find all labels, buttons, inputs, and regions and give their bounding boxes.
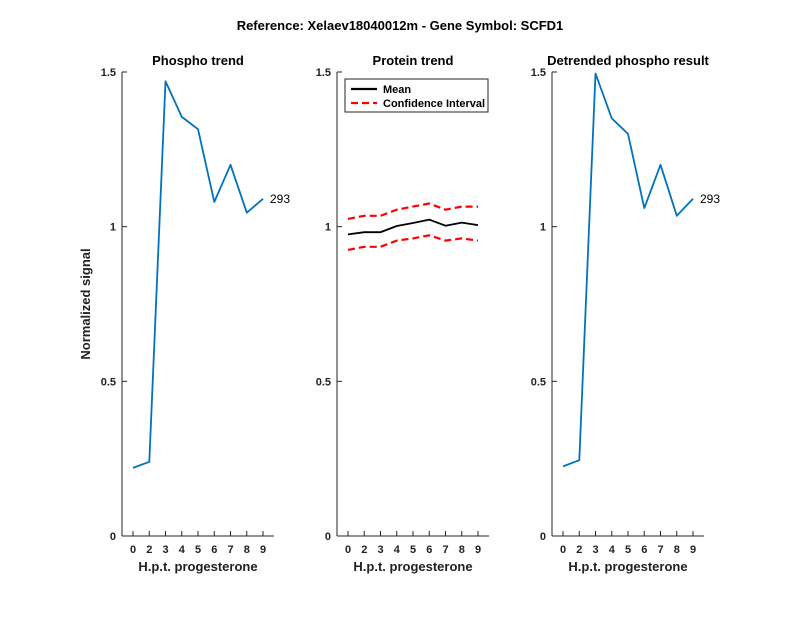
chart-3-x-tick-label: 3 [592, 544, 598, 556]
chart-2-x-tick-label: 5 [410, 544, 416, 556]
chart-3-y-tick-label: 1.5 [531, 67, 546, 79]
chart-1-y-label: Normalized signal [78, 248, 93, 359]
chart-1-x-tick-label: 0 [130, 544, 136, 556]
chart-3-x-tick-label: 4 [609, 544, 616, 556]
chart-2-y-tick-label: 0 [325, 531, 331, 543]
chart-3-title: Detrended phospho result [547, 53, 709, 68]
chart-1-x-tick-label: 4 [179, 544, 186, 556]
chart-3-y-tick-label: 0.5 [531, 376, 546, 388]
chart-2-series-line-1 [347, 218, 479, 236]
chart-1-x-tick-label: 9 [260, 544, 266, 556]
chart-1-title: Phospho trend [152, 53, 244, 68]
chart-3-y-tick-label: 0 [540, 531, 546, 543]
chart-1-x-label: H.p.t. progesterone [138, 559, 257, 574]
chart-1-x-tick-label: 8 [244, 544, 250, 556]
chart-3-x-tick-label: 9 [690, 544, 696, 556]
chart-1-x-tick-label: 3 [162, 544, 168, 556]
chart-2-x-tick-label: 7 [442, 544, 448, 556]
chart-1-y-tick-label: 0 [110, 531, 116, 543]
chart-3-end-label: 293 [700, 192, 720, 206]
chart-1-x-tick-label: 2 [146, 544, 152, 556]
chart-2-y-tick-label: 0.5 [316, 376, 331, 388]
chart-2-x-tick-label: 4 [394, 544, 401, 556]
chart-3-x-label: H.p.t. progesterone [568, 559, 687, 574]
chart-2-y-tick-label: 1 [325, 222, 331, 234]
chart-1-x-tick-label: 7 [227, 544, 233, 556]
chart-2-legend-label-1: Mean [383, 84, 411, 96]
chart-1-y-tick-label: 1.5 [101, 67, 116, 79]
chart-3-x-tick-label: 6 [641, 544, 647, 556]
chart-3-x-tick-label: 8 [674, 544, 680, 556]
chart-2-x-tick-label: 6 [426, 544, 432, 556]
chart-2-legend: Mean Confidence Interval [344, 78, 489, 113]
chart-1-end-label: 293 [270, 192, 290, 206]
chart-3-x-tick-label: 0 [560, 544, 566, 556]
chart-2-legend-label-2: Confidence Interval [383, 98, 485, 110]
chart-2-title: Protein trend [373, 53, 454, 68]
chart-2-y-tick-label: 1.5 [316, 67, 331, 79]
chart-1-x-tick-label: 6 [211, 544, 217, 556]
figure-suptitle: Reference: Xelaev18040012m - Gene Symbol… [237, 18, 564, 33]
chart-2-x-tick-label: 8 [459, 544, 465, 556]
chart-3-x-tick-label: 5 [625, 544, 631, 556]
chart-2-series-line-2 [347, 202, 478, 220]
chart-1-series-line-1 [132, 80, 264, 469]
chart-2-x-tick-label: 0 [345, 544, 351, 556]
chart-3-x-tick-label: 2 [576, 544, 582, 556]
chart-1-x-tick-label: 5 [195, 544, 201, 556]
chart-2-x-tick-label: 9 [475, 544, 481, 556]
chart-1-y-tick-label: 0.5 [101, 376, 116, 388]
chart-1-y-tick-label: 1 [110, 222, 116, 234]
chart-3-y-tick-label: 1 [540, 222, 546, 234]
chart-2-x-label: H.p.t. progesterone [353, 559, 472, 574]
chart-3-series-line-1 [562, 72, 694, 468]
chart-2-x-tick-label: 2 [361, 544, 367, 556]
chart-2-x-tick-label: 3 [377, 544, 383, 556]
chart-3-x-tick-label: 7 [657, 544, 663, 556]
chart-2-legend-box [344, 78, 489, 113]
chart-2-series-line-3 [347, 234, 479, 251]
